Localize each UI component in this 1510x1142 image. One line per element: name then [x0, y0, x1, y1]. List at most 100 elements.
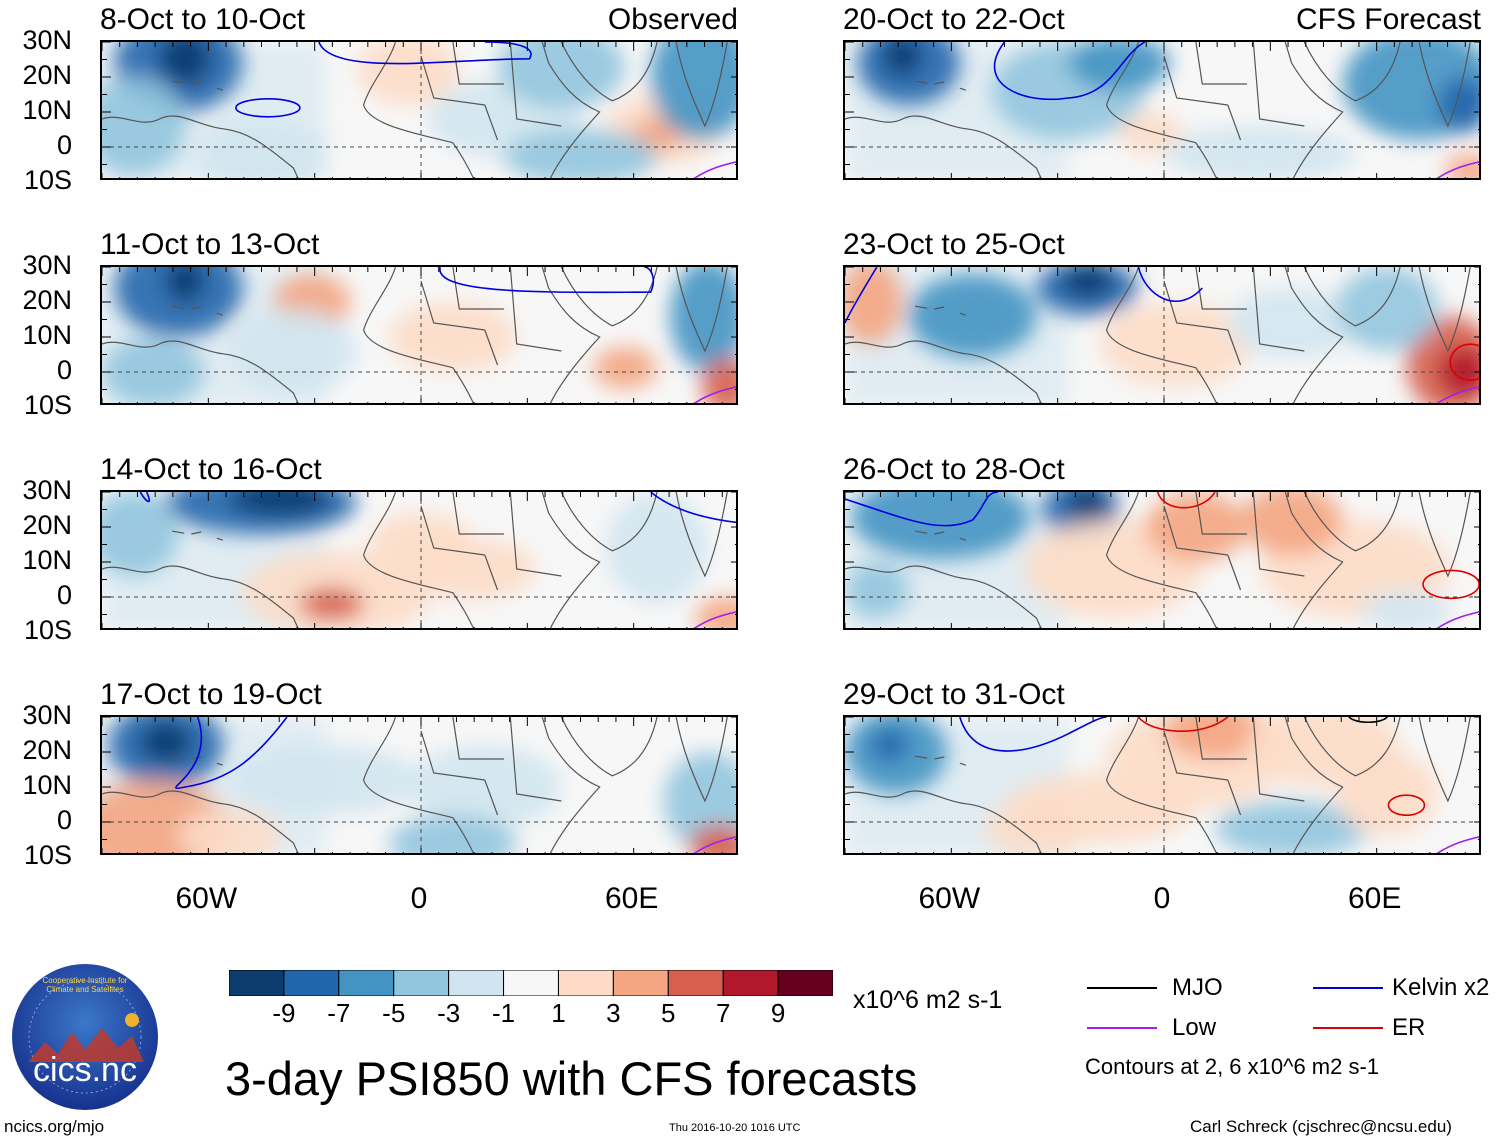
- lat-label: 30N: [22, 250, 72, 280]
- panel-title: 17-Oct to 19-Oct: [100, 678, 322, 711]
- header-observed: Observed: [607, 3, 738, 36]
- colorbar-swatch: [228, 969, 285, 997]
- panel-title: 8-Oct to 10-Oct: [100, 3, 306, 36]
- map-canvas: [845, 717, 1479, 853]
- anomaly-blob: [1144, 492, 1247, 562]
- anomaly-blob: [165, 267, 205, 302]
- map-canvas: [102, 717, 736, 853]
- colorbar-tick-label: 3: [606, 998, 621, 1028]
- anomaly-blob: [159, 42, 211, 84]
- panel-title: 20-Oct to 22-Oct: [843, 3, 1065, 36]
- colorbar-tick-label: -9: [272, 998, 296, 1028]
- map-canvas: [102, 267, 736, 403]
- low-contour: [1436, 161, 1479, 178]
- coastline: [102, 42, 728, 178]
- anomaly-blob: [197, 119, 326, 178]
- panel-title: 11-Oct to 13-Oct: [100, 228, 320, 261]
- kelvin-contour: [439, 267, 655, 294]
- anomaly-blob: [1438, 77, 1479, 133]
- lat-label: 20N: [22, 60, 72, 90]
- anomaly-blob: [357, 42, 460, 105]
- panel-title: 29-Oct to 31-Oct: [843, 678, 1065, 711]
- footer-url[interactable]: ncics.org/mjo: [4, 1117, 105, 1136]
- psi850-map: [843, 265, 1481, 405]
- anomaly-blob: [669, 267, 736, 372]
- lon-label: 0: [1153, 882, 1171, 915]
- lat-label: 20N: [22, 285, 72, 315]
- colorbar-tick-label: -5: [382, 998, 406, 1028]
- anomaly-blob: [650, 42, 736, 140]
- psi850-map: [843, 490, 1481, 630]
- colorbar-tick-label: -7: [327, 998, 351, 1028]
- panel-title: 23-Oct to 25-Oct: [843, 228, 1065, 261]
- coastline: [102, 717, 728, 853]
- psi850-map: [100, 265, 738, 405]
- lat-label: 20N: [22, 735, 72, 765]
- lat-label: 10N: [22, 770, 72, 800]
- anomaly-blob: [883, 42, 922, 76]
- colorbar-swatch: [722, 969, 779, 997]
- low-contour: [1436, 611, 1479, 628]
- colorbar-units: x10^6 m2 s-1: [853, 986, 1003, 1014]
- lat-label: 0: [56, 805, 72, 835]
- anomaly-blob: [229, 492, 332, 516]
- anomaly-blob: [102, 492, 179, 576]
- lat-label: 10N: [22, 320, 72, 350]
- lat-label: 30N: [22, 475, 72, 505]
- low-contour: [693, 161, 736, 178]
- lat-label: 10N: [22, 545, 72, 575]
- anomaly-blob: [985, 801, 1088, 853]
- footer-author: Carl Schreck (cjschrec@ncsu.edu): [1190, 1117, 1452, 1136]
- coastline: [845, 717, 1471, 853]
- anomaly-blob: [845, 562, 909, 618]
- kelvin-contour: [959, 717, 1107, 752]
- lat-label: 10S: [23, 165, 72, 195]
- colorbar-swatch: [338, 969, 395, 997]
- kelvin-contour: [318, 42, 532, 65]
- cics-logo: Cooperative Institute for Climate and Sa…: [10, 962, 160, 1112]
- colorbar-swatch: [667, 969, 724, 997]
- anomaly-blob: [701, 358, 736, 403]
- lat-label: 30N: [22, 700, 72, 730]
- anomaly-blob: [140, 722, 192, 762]
- anomaly-blob: [1240, 492, 1343, 555]
- header-forecast: CFS Forecast: [1295, 3, 1481, 36]
- lat-label: 10S: [23, 615, 72, 645]
- low-contour: [693, 386, 736, 403]
- kelvin-contour: [845, 492, 999, 527]
- lat-label: 10N: [22, 95, 72, 125]
- colorbar-swatch: [557, 969, 614, 997]
- er-contour: [1422, 569, 1479, 600]
- coastline: [102, 492, 728, 628]
- low-contour: [1436, 836, 1479, 853]
- anomaly-blob: [1227, 288, 1356, 358]
- colorbar-boxes: [228, 969, 834, 997]
- colorbar-tick-label: 7: [715, 998, 731, 1028]
- anomaly-blob: [102, 77, 185, 175]
- mjo-contour: [1348, 717, 1388, 724]
- map-canvas: [102, 42, 736, 178]
- colorbar-tick-label: 1: [551, 998, 566, 1028]
- main-title: 3-day PSI850 with CFS forecasts: [225, 1052, 918, 1105]
- psi850-map: [843, 40, 1481, 180]
- colorbar-tick-label: -1: [491, 998, 516, 1028]
- anomaly-blob: [229, 745, 421, 815]
- psi850-map: [100, 715, 738, 855]
- colorbar-swatch: [448, 969, 505, 997]
- lat-label: 30N: [22, 25, 72, 55]
- anomaly-blob: [503, 128, 658, 178]
- logo-text: cics.nc: [33, 1051, 137, 1089]
- colorbar-tick-label: 9: [770, 998, 786, 1028]
- anomaly-blob: [695, 597, 736, 628]
- anomaly-blob: [178, 808, 281, 853]
- anomaly-blob: [408, 745, 562, 829]
- lon-label: 60W: [918, 882, 981, 915]
- kelvin-contour: [845, 267, 1203, 324]
- map-canvas: [102, 492, 736, 628]
- lat-label: 20N: [22, 510, 72, 540]
- anomaly-blob: [845, 267, 903, 344]
- coastline: [845, 492, 1471, 628]
- colorbar-swatch: [283, 969, 340, 997]
- er-contour: [1387, 794, 1426, 816]
- coastline: [845, 42, 1471, 178]
